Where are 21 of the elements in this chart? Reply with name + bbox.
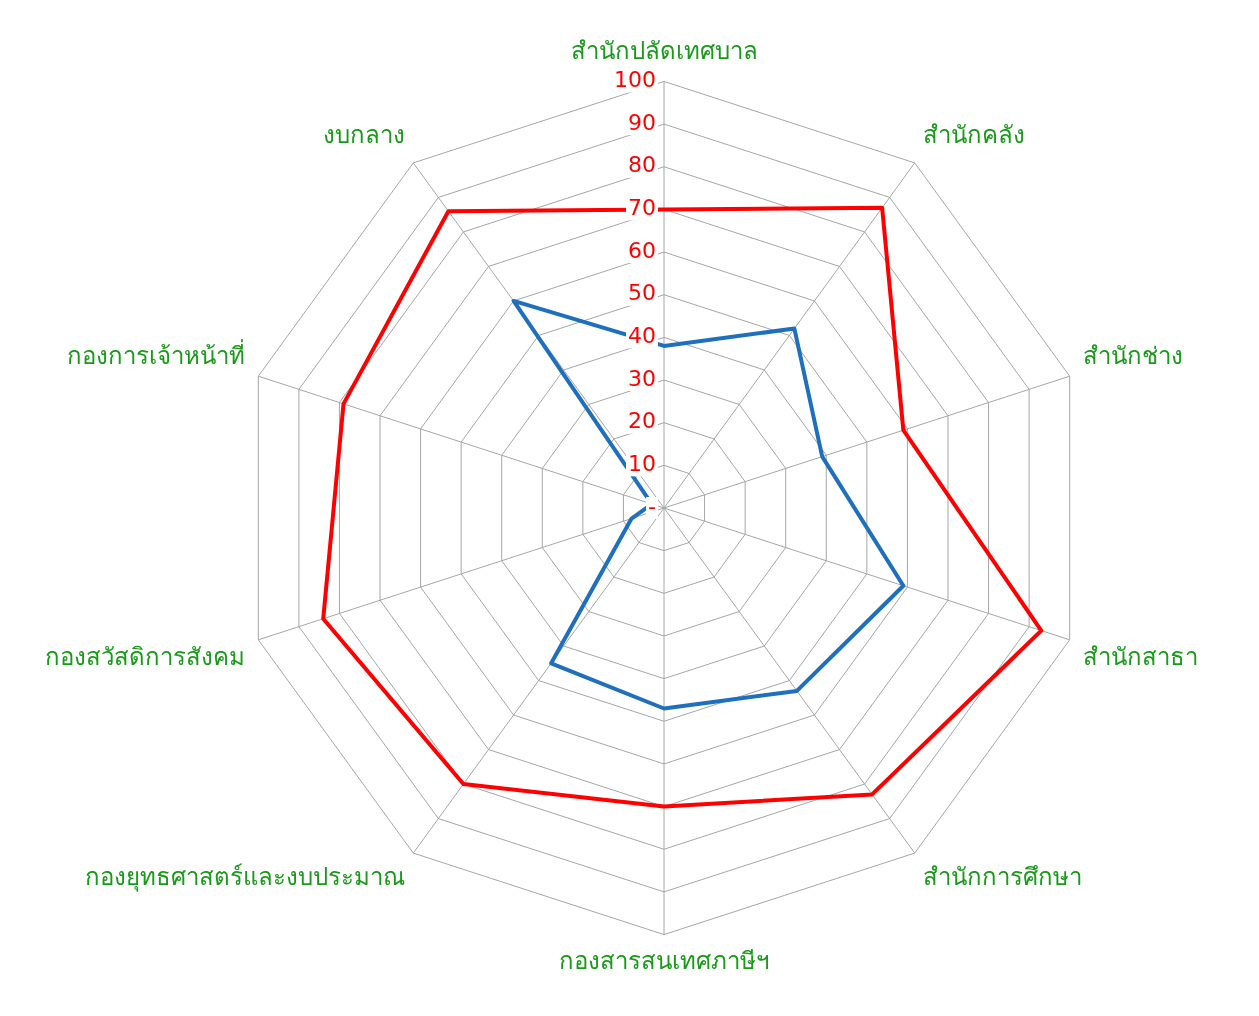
y-tick-label: 30 bbox=[628, 365, 656, 391]
spoke-label: สำนักปลัดเทศบาล bbox=[570, 37, 758, 66]
y-tick-label: 100 bbox=[614, 67, 656, 93]
y-tick-label: 20 bbox=[628, 408, 656, 434]
spoke-label: งบกลาง bbox=[323, 121, 406, 150]
spoke-label: สำนักคลัง bbox=[922, 121, 1025, 150]
y-tick-label: 90 bbox=[628, 109, 656, 135]
spoke-label: สำนักการศึกษา bbox=[922, 863, 1082, 892]
y-tick-label: 50 bbox=[628, 280, 656, 306]
y-tick-label: - bbox=[648, 493, 656, 519]
spoke-label: กองสารสนเทศภาษีฯ bbox=[559, 947, 769, 976]
y-tick-label: 60 bbox=[628, 237, 656, 263]
spoke-label: สำนักสาธา bbox=[1083, 642, 1198, 671]
spoke-label: กองสวัสดิการสังคม bbox=[45, 642, 245, 671]
y-tick-label: 40 bbox=[628, 323, 656, 349]
spoke-label: สำนักช่าง bbox=[1083, 341, 1183, 370]
spoke-label: กองการเจ้าหน้าที่ bbox=[67, 338, 245, 370]
spoke-label: กองยุทธศาสตร์และงบประมาณ bbox=[85, 863, 406, 893]
y-tick-label: 10 bbox=[628, 451, 656, 477]
y-tick-label: 80 bbox=[628, 152, 656, 178]
y-tick-label: 70 bbox=[628, 195, 656, 221]
